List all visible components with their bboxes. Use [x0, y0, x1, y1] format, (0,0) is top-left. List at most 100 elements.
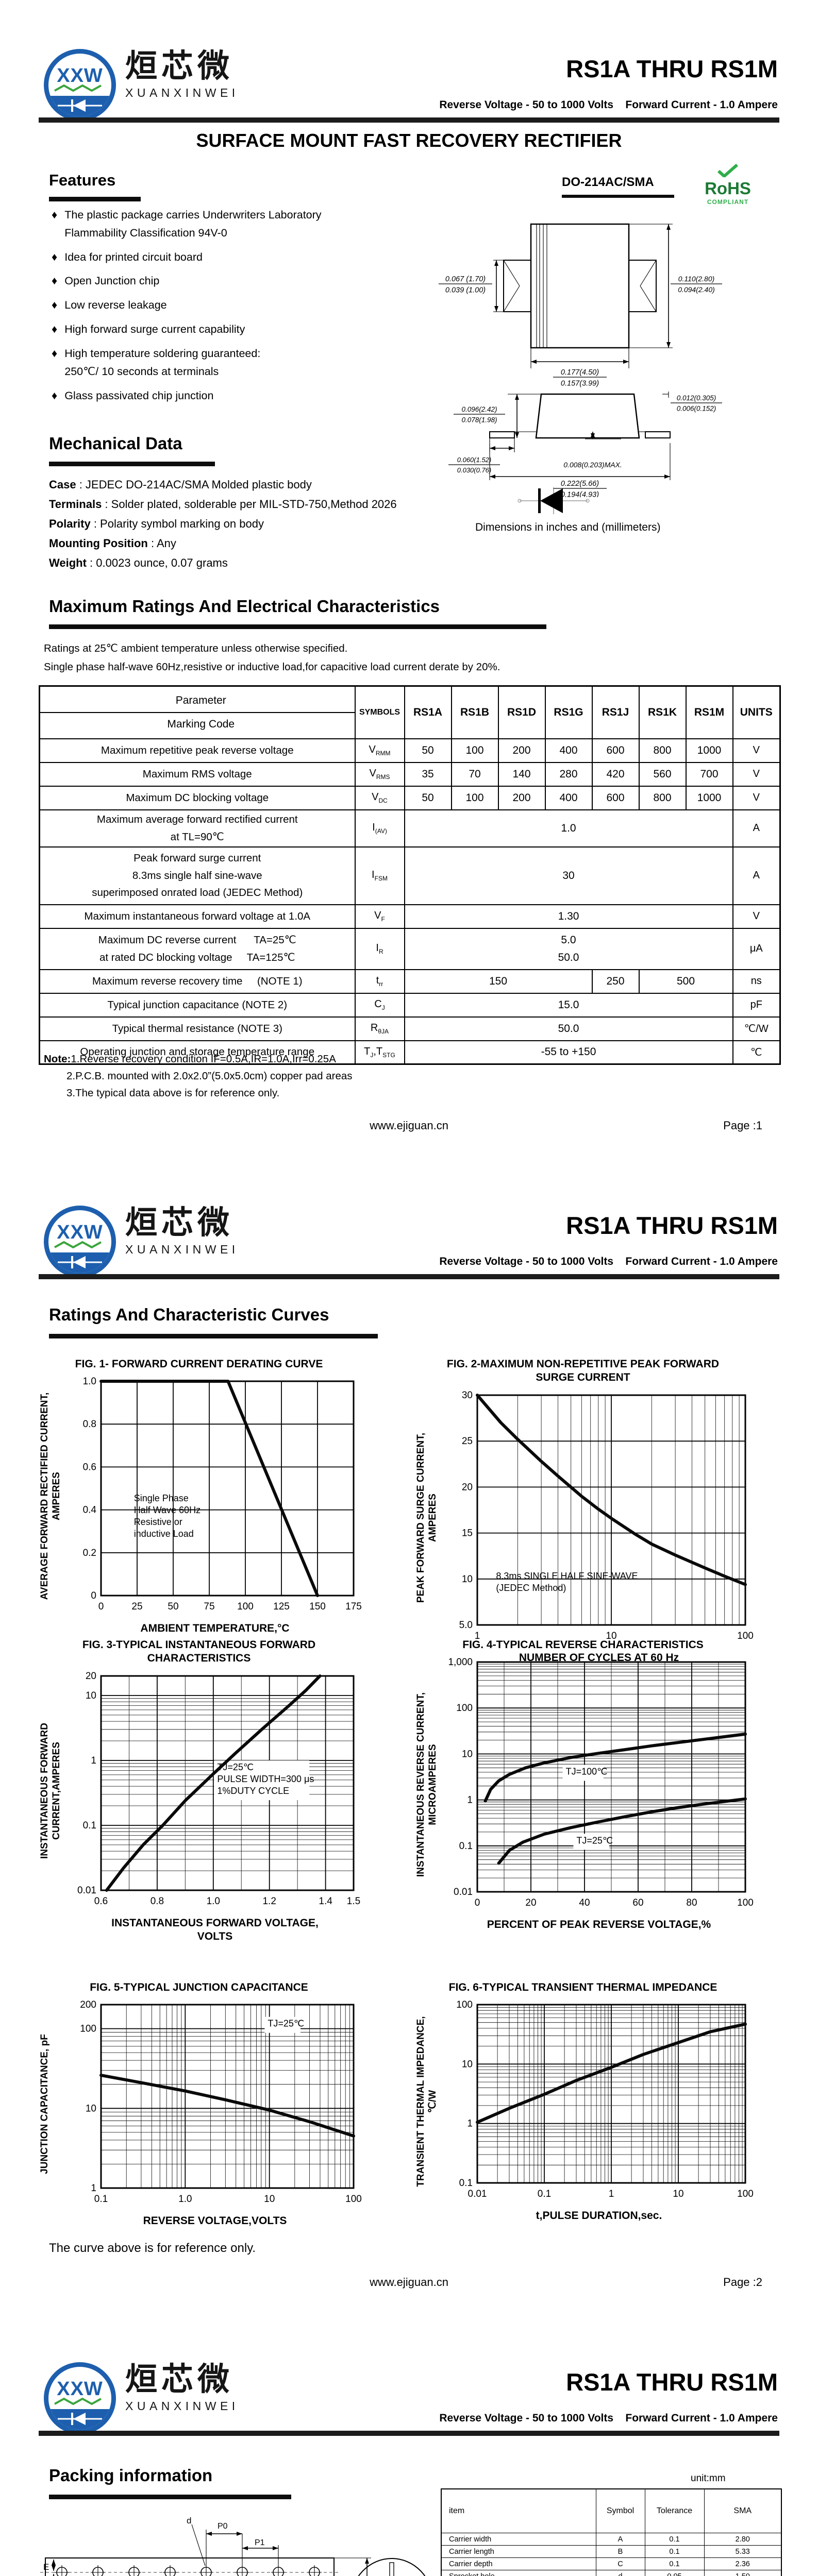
brand-english: XUANXINWEI [125, 86, 239, 100]
parameter-cell: Maximum RMS voltage [39, 761, 356, 787]
svg-text:0.008(0.203)MAX.: 0.008(0.203)MAX. [563, 461, 622, 469]
unit-cell: V [732, 904, 781, 929]
table-row: Maximum repetitive peak reverse voltage V… [39, 738, 781, 763]
feature-text: Low reverse leakage [64, 299, 167, 312]
svg-text:0.177(4.50): 0.177(4.50) [561, 368, 599, 377]
header-cell: Symbol [595, 2488, 645, 2533]
svg-text:15: 15 [462, 1528, 473, 1538]
svg-text:1: 1 [91, 1755, 96, 1766]
logo-diode-icon [58, 99, 102, 112]
curves-underline [49, 1334, 378, 1338]
tolerance-cell: 0.1 [644, 2545, 705, 2558]
svg-text:20: 20 [462, 1482, 473, 1493]
value-cell: 1.30 [404, 904, 733, 929]
svg-text:60: 60 [632, 1897, 643, 1908]
value-cell: 700 [685, 761, 733, 787]
parameter-cell: Peak forward surge current 8.3ms single … [39, 846, 356, 905]
value-cell: 420 [591, 761, 640, 787]
svg-text:0.1: 0.1 [459, 1841, 473, 1852]
svg-text:TJ=25℃: TJ=25℃ [268, 2019, 304, 2029]
y-axis-label: PEAK FORWARD SURGE CURRENT, AMPERES [415, 1432, 438, 1603]
svg-text:0: 0 [91, 1590, 96, 1601]
footer-page-number: Page :1 [723, 1119, 762, 1132]
logo-diode-icon [58, 1256, 102, 1268]
tape-and-reel-drawing: EFWBAPP0P1dTCD2W1 [36, 2499, 438, 2576]
ratings-condition-2: Single phase half-wave 60Hz,resistive or… [44, 661, 500, 673]
parameter-cell: Typical junction capacitance (NOTE 2) [39, 992, 356, 1018]
device-header-cell: RS1M [685, 685, 733, 739]
figure-2: FIG. 2-MAXIMUM NON-REPETITIVE PEAK FORWA… [412, 1358, 754, 1665]
svg-text:0.110(2.80): 0.110(2.80) [678, 275, 715, 283]
svg-text:0.2: 0.2 [83, 1548, 96, 1558]
table-header-row: item Symbol Tolerance SMA [441, 2488, 782, 2533]
symbol-cell: CJ [354, 992, 405, 1018]
value-cell: -55 to +150 [404, 1040, 733, 1065]
table-row: Maximum instantaneous forward voltage at… [39, 904, 781, 929]
logo-circle-icon: XXW [44, 1206, 116, 1278]
unit-cell: ns [732, 969, 781, 994]
reference-note: The curve above is for reference only. [49, 2241, 256, 2255]
unit-cell: V [732, 785, 781, 810]
table-header-row: Parameter Marking Code SYMBOLS RS1A RS1B RS1D… [39, 685, 781, 739]
svg-text:80: 80 [686, 1897, 697, 1908]
svg-text:d: d [187, 2516, 191, 2526]
svg-text:0.030(0.76): 0.030(0.76) [457, 466, 492, 474]
header-cell: item [441, 2488, 596, 2533]
svg-text:1: 1 [91, 2183, 96, 2194]
svg-text:0.1: 0.1 [459, 2178, 473, 2189]
notes-block: Note:1.Reverse recovery condition IF=0.5… [44, 1051, 353, 1101]
parameter-cell: Maximum DC reverse current TA=25℃ at rat… [39, 927, 356, 970]
unit-cell: ℃/W [732, 1016, 781, 1041]
note-line: 3.The typical data above is for referenc… [66, 1087, 280, 1099]
header-cell: SMA [704, 2488, 782, 2533]
svg-text:0.067 (1.70): 0.067 (1.70) [445, 275, 486, 283]
svg-text:10: 10 [673, 2189, 683, 2199]
device-header-cell: RS1D [497, 685, 546, 739]
svg-text:10: 10 [264, 2194, 275, 2205]
unit-cell: μA [732, 927, 781, 970]
unit-cell: A [732, 809, 781, 848]
svg-text:1.0: 1.0 [207, 1896, 220, 1907]
value-cell: 280 [544, 761, 593, 787]
svg-text:TJ=25℃: TJ=25℃ [576, 1836, 613, 1846]
unit-cell: V [732, 738, 781, 763]
page-1: XXW 烜芯微 XUANXINWEI RS1A THRU RS1M Revers… [0, 0, 818, 1157]
svg-text:100: 100 [737, 1631, 754, 1641]
svg-text:20: 20 [525, 1897, 536, 1908]
figure-6: FIG. 6-TYPICAL TRANSIENT THERMAL IMPEDAN… [412, 1981, 754, 2223]
diode-symbol-icon [517, 487, 590, 514]
svg-text:1.0: 1.0 [83, 1376, 96, 1387]
value-cell: 600 [591, 785, 640, 810]
company-logo: XXW 烜芯微 XUANXINWEI [44, 1205, 239, 1278]
device-header-cell: RS1K [638, 685, 687, 739]
features-underline [49, 197, 141, 201]
value-cell: 200 [497, 785, 546, 810]
feature-text: High temperature soldering guaranteed: 25… [64, 347, 261, 378]
symbol-cell: IR [354, 927, 405, 970]
svg-text:1.5: 1.5 [347, 1896, 360, 1907]
value-cell: 500 [638, 969, 733, 994]
svg-text:1: 1 [467, 1795, 473, 1806]
table-row: Carrier width A 0.1 2.80 [441, 2533, 782, 2546]
svg-text:100: 100 [237, 1601, 254, 1612]
svg-text:PULSE WIDTH=300 μs: PULSE WIDTH=300 μs [217, 1774, 314, 1784]
svg-text:10: 10 [462, 1573, 473, 1584]
symbol-cell: VRMS [354, 761, 405, 787]
fig5-plot: 0.1 1.0 10 100 1 10 100 200 TJ=25℃ [80, 1999, 362, 2205]
ratings-table: Parameter Marking Code SYMBOLS RS1A RS1B RS1D… [39, 685, 781, 1065]
parameter-cell: Maximum DC blocking voltage [39, 785, 356, 810]
brand-chinese: 烜芯微 [125, 2362, 234, 2397]
table-row: Maximum DC blocking voltage VDC 50 100 200 40… [39, 785, 781, 810]
figure-4: FIG. 4-TYPICAL REVERSE CHARACTERISTICS IN… [412, 1638, 754, 1932]
table-row: Maximum DC reverse current TA=25℃ at rat… [39, 927, 781, 970]
value-cell: 5.0 50.0 [404, 927, 733, 970]
feature-text: Idea for printed circuit board [64, 250, 203, 263]
logo-xxw-text: XXW [57, 2378, 103, 2400]
symbol-cell: I(AV) [354, 809, 405, 848]
unit-cell: A [732, 846, 781, 905]
svg-text:0.01: 0.01 [454, 1887, 473, 1897]
diamond-bullet-icon: ♦ [52, 250, 58, 263]
feature-text: High forward surge current capability [64, 323, 245, 336]
diamond-bullet-icon: ♦ [52, 298, 58, 312]
x-axis-label: PERCENT OF PEAK REVERSE VOLTAGE,% [487, 1919, 711, 1931]
